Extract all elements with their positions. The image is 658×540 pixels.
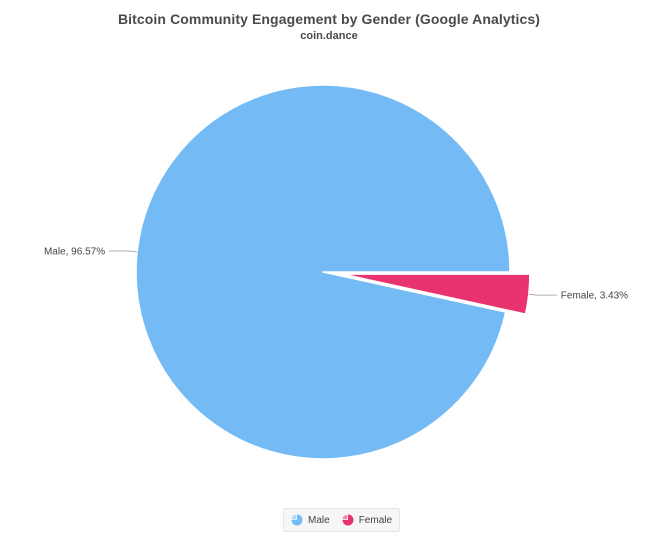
legend-label-female: Female xyxy=(358,514,393,526)
pie-slice-icon xyxy=(342,514,354,526)
leader-line-female xyxy=(528,293,557,296)
chart-title: Bitcoin Community Engagement by Gender (… xyxy=(117,11,541,27)
slice-label-female: Female, 3.43% xyxy=(561,291,628,302)
pie-slice-icon xyxy=(291,514,303,526)
chart-subtitle: coin.dance xyxy=(300,30,358,42)
slice-label-male: Male, 96.57% xyxy=(44,247,105,258)
pie-slice-female[interactable] xyxy=(342,273,531,315)
pie-slice-male[interactable] xyxy=(135,84,511,460)
legend-label-male: Male xyxy=(308,514,330,526)
legend-item-male[interactable]: Male xyxy=(291,514,330,526)
legend: Male Female xyxy=(283,508,401,532)
legend-item-female[interactable]: Female xyxy=(342,514,392,526)
leader-line-male xyxy=(109,250,138,253)
